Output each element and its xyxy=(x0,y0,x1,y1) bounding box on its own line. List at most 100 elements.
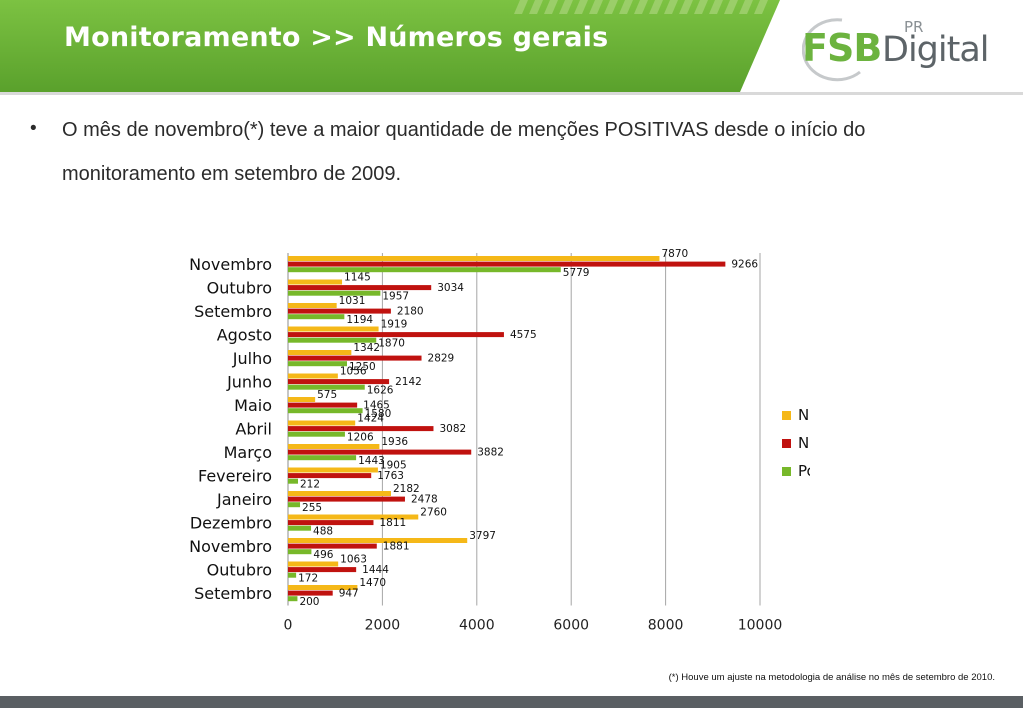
legend-swatch-positivo xyxy=(782,467,791,476)
data-label: 488 xyxy=(313,526,333,538)
data-label: 2142 xyxy=(395,376,422,388)
data-label: 4575 xyxy=(510,329,537,341)
bar-negativo xyxy=(288,590,333,596)
category-label: Setembro xyxy=(194,302,272,321)
bullet-marker: • xyxy=(30,118,37,139)
bar-positivo xyxy=(288,525,312,531)
bar-positivo xyxy=(288,572,297,578)
data-label: 1470 xyxy=(359,577,386,589)
bar-negativo xyxy=(288,402,358,408)
category-label: Novembro xyxy=(189,537,272,556)
bar-positivo xyxy=(288,549,312,555)
category-label: Junho xyxy=(226,372,272,391)
data-label: 1936 xyxy=(381,436,408,448)
bar-negativo xyxy=(288,355,422,361)
category-label: Julho xyxy=(232,349,272,368)
data-label: 3082 xyxy=(439,423,466,435)
x-tick-label: 8000 xyxy=(648,618,684,634)
bar-negativo xyxy=(288,261,726,267)
data-label: 3797 xyxy=(469,530,496,542)
bar-neutro xyxy=(288,420,356,426)
legend-swatch-neutro xyxy=(782,411,791,420)
bar-negativo xyxy=(288,496,405,502)
data-label: 2760 xyxy=(420,507,447,519)
bar-chart: 0 2000 4000 6000 8000 10000 Novembro 7870 9266 57… xyxy=(189,248,810,634)
bar-neutro xyxy=(288,467,378,473)
data-label: 1145 xyxy=(344,272,371,284)
bullet-text: O mês de novembro(*) teve a maior quanti… xyxy=(62,119,866,185)
bar-neutro xyxy=(288,444,380,449)
logo-fsb-text: FSB xyxy=(802,26,882,70)
bar-neutro xyxy=(288,279,343,285)
bar-neutro xyxy=(288,538,468,543)
bar-neutro xyxy=(288,326,379,332)
data-label: 2829 xyxy=(428,353,455,365)
bar-negativo xyxy=(288,567,357,573)
logo-pr-text: PR xyxy=(904,18,924,36)
logo-digital-text: Digital xyxy=(882,30,990,70)
header-banner: Monitoramento >> Números gerais FSB PR D… xyxy=(0,0,1023,95)
data-label: 7870 xyxy=(661,248,688,260)
data-label: 9266 xyxy=(731,259,758,271)
x-tick-label: 0 xyxy=(284,618,293,634)
bar-positivo xyxy=(288,431,345,437)
data-label: 1444 xyxy=(362,564,389,576)
category-label: Setembro xyxy=(194,584,272,603)
data-label: 255 xyxy=(302,502,322,514)
category-label: Março xyxy=(224,443,272,462)
data-label: 1763 xyxy=(377,470,404,482)
bar-neutro xyxy=(288,491,391,496)
data-label: 1626 xyxy=(367,385,394,397)
data-label: 5779 xyxy=(563,267,590,279)
x-tick-label: 10000 xyxy=(738,618,783,634)
data-label: 1465 xyxy=(363,400,390,412)
data-label: 1919 xyxy=(381,319,408,331)
data-label: 1194 xyxy=(346,314,373,326)
data-label: 1957 xyxy=(382,291,409,303)
bar-neutro xyxy=(288,514,419,520)
footnote: (*) Houve um ajuste na metodologia de an… xyxy=(668,672,995,683)
data-label: 2478 xyxy=(411,494,438,506)
category-label: Abril xyxy=(235,419,272,438)
bar-negativo xyxy=(288,426,434,432)
bar-neutro xyxy=(288,373,338,379)
bar-neutro xyxy=(288,303,337,308)
logo-ring xyxy=(802,18,861,82)
data-label: 200 xyxy=(299,596,319,608)
category-label: Dezembro xyxy=(190,513,272,532)
data-label: 2182 xyxy=(393,483,420,495)
legend-swatch-negativo xyxy=(782,439,791,448)
bar-negativo xyxy=(288,379,390,385)
bar-positivo xyxy=(288,455,357,461)
data-label: 3034 xyxy=(437,282,464,294)
header-background xyxy=(0,0,1023,95)
bar-positivo xyxy=(288,337,377,343)
bar-neutro xyxy=(288,256,660,261)
data-label: 1424 xyxy=(357,413,384,425)
category-label: Maio xyxy=(234,396,272,415)
bar-neutro xyxy=(288,350,352,355)
data-label: 2180 xyxy=(397,306,424,318)
bar-positivo xyxy=(288,267,561,273)
data-label: 1056 xyxy=(340,366,367,378)
data-label: 1206 xyxy=(347,432,374,444)
data-label: 172 xyxy=(298,573,318,585)
data-label: 1905 xyxy=(380,460,407,472)
bar-negativo xyxy=(288,543,377,549)
bottom-bar xyxy=(0,696,1023,708)
x-tick-label: 6000 xyxy=(553,618,589,634)
data-label: 1342 xyxy=(353,342,380,354)
data-label: 947 xyxy=(339,588,359,600)
bar-negativo xyxy=(288,308,391,314)
data-label: 1063 xyxy=(340,554,367,566)
data-label: 575 xyxy=(317,389,337,401)
bar-positivo xyxy=(288,478,299,484)
category-label: Agosto xyxy=(217,325,272,344)
bar-positivo xyxy=(288,361,347,367)
category-label: Fevereiro xyxy=(198,466,272,485)
category-label: Janeiro xyxy=(216,490,272,509)
data-label: 1580 xyxy=(365,408,392,420)
data-label: 1811 xyxy=(379,517,406,529)
bar-negativo xyxy=(288,520,374,526)
fsb-digital-logo: FSB PR Digital xyxy=(802,12,1002,82)
